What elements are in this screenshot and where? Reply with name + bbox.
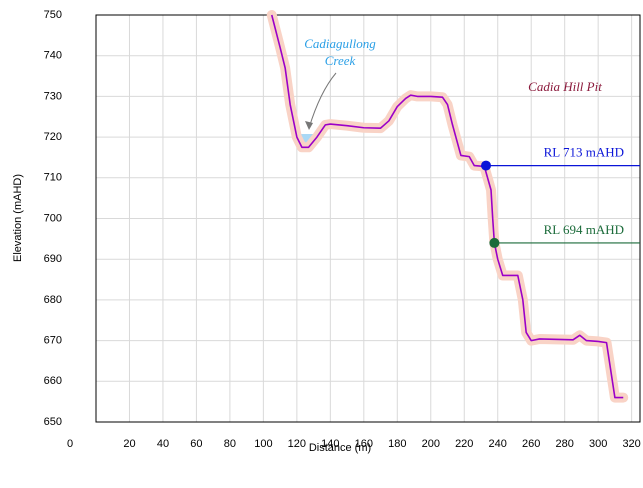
y-tick-label: 660 bbox=[44, 375, 62, 387]
y-tick-label: 720 bbox=[44, 131, 62, 143]
creek-arrow bbox=[308, 72, 337, 129]
profile-line bbox=[270, 14, 624, 399]
y-tick-label: 680 bbox=[44, 294, 62, 306]
x-tick-label: 220 bbox=[455, 438, 473, 450]
x-tick-label: 300 bbox=[589, 438, 607, 450]
x-tick-label: 280 bbox=[555, 438, 573, 450]
level-label: RL 713 mAHD bbox=[544, 145, 624, 160]
x-tick-label: 0 bbox=[67, 438, 73, 450]
level-point bbox=[481, 160, 492, 171]
x-tick-label: 20 bbox=[123, 438, 135, 450]
y-tick-label: 690 bbox=[44, 253, 62, 265]
y-tick-label: 650 bbox=[44, 416, 62, 428]
x-tick-label: 240 bbox=[489, 438, 507, 450]
y-tick-label: 670 bbox=[44, 335, 62, 347]
y-tick-label: 750 bbox=[44, 9, 62, 21]
x-tick-label: 320 bbox=[622, 438, 640, 450]
x-tick-label: 140 bbox=[321, 438, 339, 450]
y-axis-label: Elevation (mAHD) bbox=[12, 174, 24, 262]
x-tick-label: 180 bbox=[388, 438, 406, 450]
x-tick-label: 60 bbox=[190, 438, 202, 450]
level-label: RL 694 mAHD bbox=[544, 222, 624, 237]
y-tick-label: 740 bbox=[44, 50, 62, 62]
x-tick-label: 160 bbox=[355, 438, 373, 450]
x-tick-label: 80 bbox=[224, 438, 236, 450]
plot-frame bbox=[95, 14, 641, 423]
y-tick-label: 730 bbox=[44, 90, 62, 102]
x-axis-label: Distance (m) bbox=[309, 442, 371, 454]
x-tick-label: 260 bbox=[522, 438, 540, 450]
annotation: Creek bbox=[325, 53, 356, 68]
x-tick-label: 120 bbox=[288, 438, 306, 450]
creek-arrow-head bbox=[305, 121, 313, 130]
x-tick-label: 200 bbox=[422, 438, 440, 450]
grid bbox=[95, 14, 640, 423]
y-tick-label: 710 bbox=[44, 172, 62, 184]
annotation: Cadia Hill Pit bbox=[528, 79, 602, 94]
level-point bbox=[489, 237, 500, 248]
x-tick-label: 40 bbox=[157, 438, 169, 450]
y-tick-label: 700 bbox=[44, 212, 62, 224]
x-tick-label: 100 bbox=[254, 438, 272, 450]
annotation: Cadiagullong bbox=[304, 36, 376, 51]
